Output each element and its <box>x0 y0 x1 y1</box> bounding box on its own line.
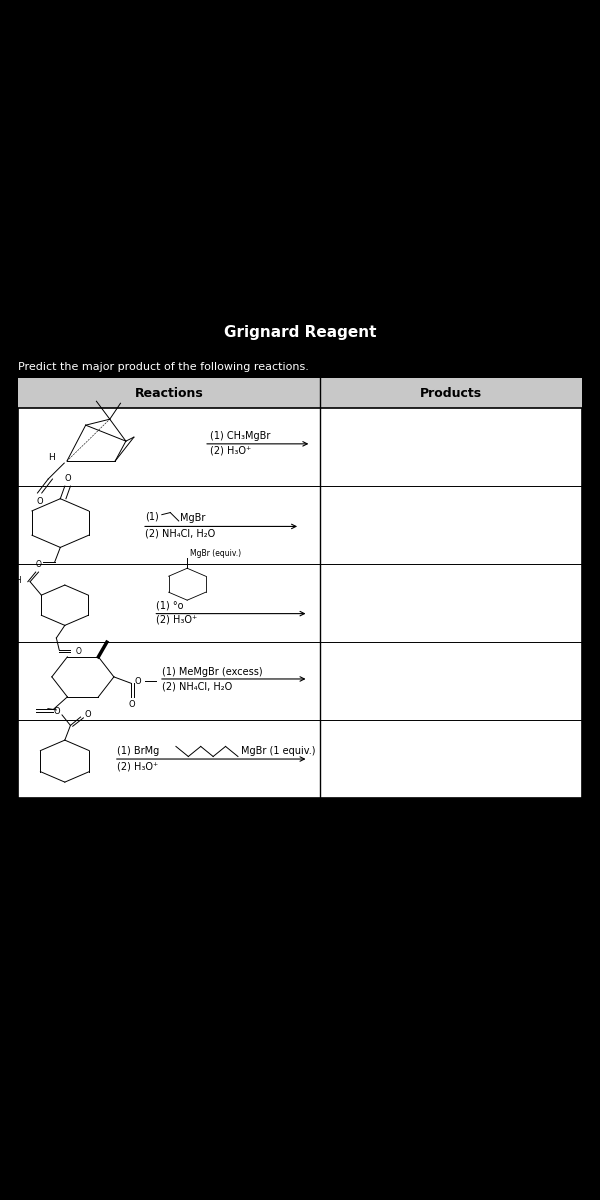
Text: H: H <box>49 452 55 462</box>
Text: (1) BrMg: (1) BrMg <box>116 746 159 756</box>
Text: (1) CH₃MgBr: (1) CH₃MgBr <box>210 431 270 442</box>
Text: (1) °o: (1) °o <box>156 600 184 611</box>
Text: O: O <box>85 710 91 720</box>
Text: (2) H₃O⁺: (2) H₃O⁺ <box>156 614 197 625</box>
Text: (2) H₃O⁺: (2) H₃O⁺ <box>210 445 251 456</box>
Text: O: O <box>53 707 59 716</box>
Text: (2) NH₄Cl, H₂O: (2) NH₄Cl, H₂O <box>145 528 215 539</box>
Text: Predict the major product of the following reactions.: Predict the major product of the followi… <box>18 362 309 372</box>
Text: MgBr (1 equiv.): MgBr (1 equiv.) <box>241 746 315 756</box>
Text: O: O <box>36 497 43 506</box>
Text: (2) H₃O⁺: (2) H₃O⁺ <box>116 762 158 772</box>
Text: O: O <box>64 474 71 482</box>
Text: (1): (1) <box>145 511 158 522</box>
Text: O: O <box>76 647 82 656</box>
Text: (2) NH₄Cl, H₂O: (2) NH₄Cl, H₂O <box>162 682 232 691</box>
Text: O: O <box>128 700 135 709</box>
Text: O: O <box>134 678 141 686</box>
Text: OH: OH <box>10 576 22 584</box>
Text: (1) MeMgBr (excess): (1) MeMgBr (excess) <box>162 667 262 677</box>
Text: Reactions: Reactions <box>134 386 203 400</box>
Text: Products: Products <box>420 386 482 400</box>
Text: O: O <box>35 560 41 569</box>
Text: Grignard Reagent: Grignard Reagent <box>224 324 376 340</box>
Text: MgBr (equiv.): MgBr (equiv.) <box>190 550 241 558</box>
Bar <box>18 378 582 408</box>
Text: MgBr: MgBr <box>181 512 206 523</box>
